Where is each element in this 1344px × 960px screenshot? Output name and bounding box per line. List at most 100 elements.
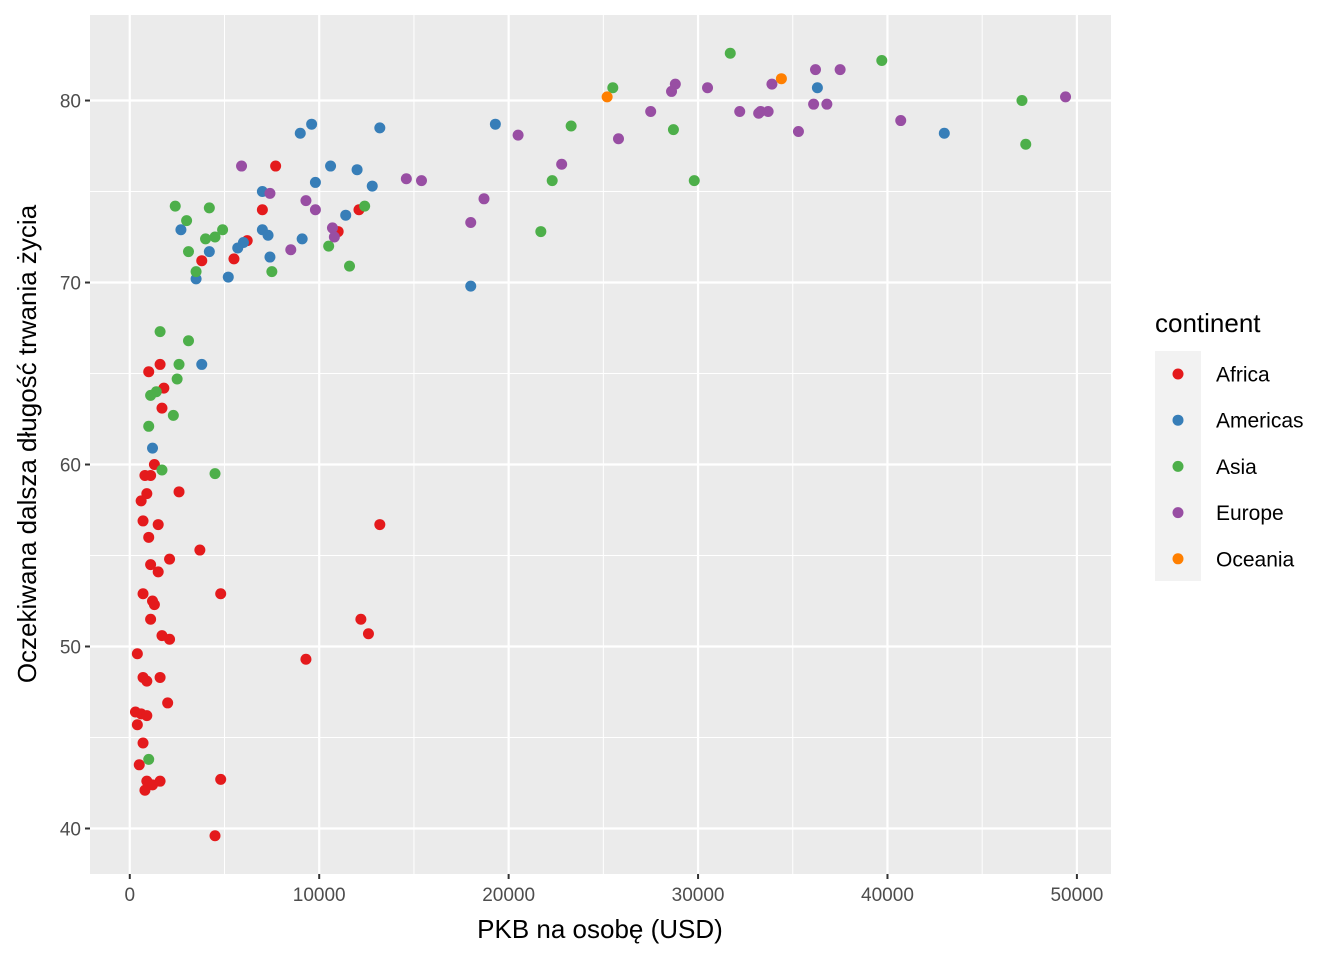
data-point	[169, 200, 181, 212]
x-tick-label: 40000	[861, 885, 914, 906]
legend-title: continent	[1155, 308, 1261, 338]
data-point	[565, 120, 577, 132]
x-tick-label: 10000	[293, 885, 346, 906]
data-point	[256, 204, 268, 216]
data-point	[209, 231, 221, 243]
data-point	[217, 224, 229, 236]
data-point	[262, 229, 274, 241]
data-point	[400, 173, 412, 185]
data-point	[139, 469, 151, 481]
data-point	[808, 98, 820, 110]
data-point	[285, 244, 297, 256]
y-tick-label: 60	[60, 456, 81, 477]
data-point	[266, 266, 278, 278]
x-tick-label: 20000	[482, 885, 535, 906]
data-point	[328, 231, 340, 243]
data-point	[374, 519, 386, 531]
data-point	[141, 675, 153, 687]
data-point	[556, 158, 568, 170]
data-point	[478, 193, 490, 205]
data-point	[344, 260, 356, 272]
x-tick-label: 0	[124, 885, 135, 906]
data-point	[200, 233, 212, 245]
data-point	[141, 710, 153, 722]
data-point	[667, 124, 679, 136]
data-point	[135, 495, 147, 507]
data-point	[734, 105, 746, 117]
data-point	[209, 830, 221, 842]
data-point	[194, 544, 206, 556]
data-point	[131, 648, 143, 660]
data-point	[762, 105, 774, 117]
data-point	[809, 64, 821, 76]
data-point	[465, 216, 477, 228]
data-point	[148, 459, 160, 471]
data-point	[834, 64, 846, 76]
data-point	[131, 719, 143, 731]
data-point	[145, 559, 157, 571]
data-point	[415, 175, 427, 187]
data-point	[374, 122, 386, 134]
legend-key	[1172, 553, 1184, 565]
data-point	[366, 180, 378, 192]
data-point	[309, 176, 321, 188]
data-point	[811, 82, 823, 94]
data-point	[702, 82, 714, 94]
data-point	[162, 697, 174, 709]
data-point	[325, 160, 337, 172]
data-point	[154, 671, 166, 683]
data-point	[203, 202, 215, 214]
data-point	[143, 531, 155, 543]
data-point	[1020, 138, 1032, 150]
data-point	[489, 118, 501, 130]
legend-key	[1172, 414, 1184, 426]
y-tick-label: 80	[60, 92, 81, 113]
data-point	[154, 358, 166, 370]
data-point	[645, 105, 657, 117]
data-point	[147, 442, 159, 454]
data-point	[792, 125, 804, 137]
data-point	[137, 588, 149, 600]
data-point	[688, 175, 700, 187]
data-point	[203, 246, 215, 258]
data-point	[143, 366, 155, 378]
data-point	[175, 224, 187, 236]
data-point	[669, 78, 681, 90]
data-point	[359, 200, 371, 212]
data-point	[152, 566, 164, 578]
data-point	[309, 204, 321, 216]
x-tick-label: 30000	[672, 885, 725, 906]
data-point	[465, 280, 477, 292]
data-point	[228, 253, 240, 265]
y-axis: 40 50 60 70 80	[60, 92, 90, 841]
y-tick-label: 50	[60, 638, 81, 659]
data-points	[129, 47, 1072, 842]
data-point	[1016, 95, 1028, 107]
data-point	[306, 118, 318, 130]
legend-key	[1172, 460, 1184, 472]
data-point	[232, 242, 244, 254]
legend-label: Asia	[1216, 456, 1257, 479]
legend-label: Africa	[1216, 364, 1270, 387]
data-point	[215, 588, 227, 600]
data-point	[215, 773, 227, 785]
data-point	[143, 420, 155, 432]
legend-label: Americas	[1216, 410, 1304, 433]
data-point	[351, 164, 363, 176]
data-point	[171, 373, 183, 385]
data-point	[143, 753, 155, 765]
data-point	[156, 402, 168, 414]
legend-label: Oceania	[1216, 548, 1295, 571]
data-point	[512, 129, 524, 141]
data-point	[164, 633, 176, 645]
x-axis: 0 10000 20000 30000 40000 50000	[124, 874, 1103, 906]
x-axis-title: PKB na osobę (USD)	[477, 914, 723, 944]
data-point	[236, 160, 248, 172]
data-point	[775, 73, 787, 85]
y-tick-label: 70	[60, 274, 81, 295]
data-point	[601, 91, 613, 103]
data-point	[196, 358, 208, 370]
legend-key	[1172, 368, 1184, 380]
minor-gridlines	[90, 15, 1111, 874]
